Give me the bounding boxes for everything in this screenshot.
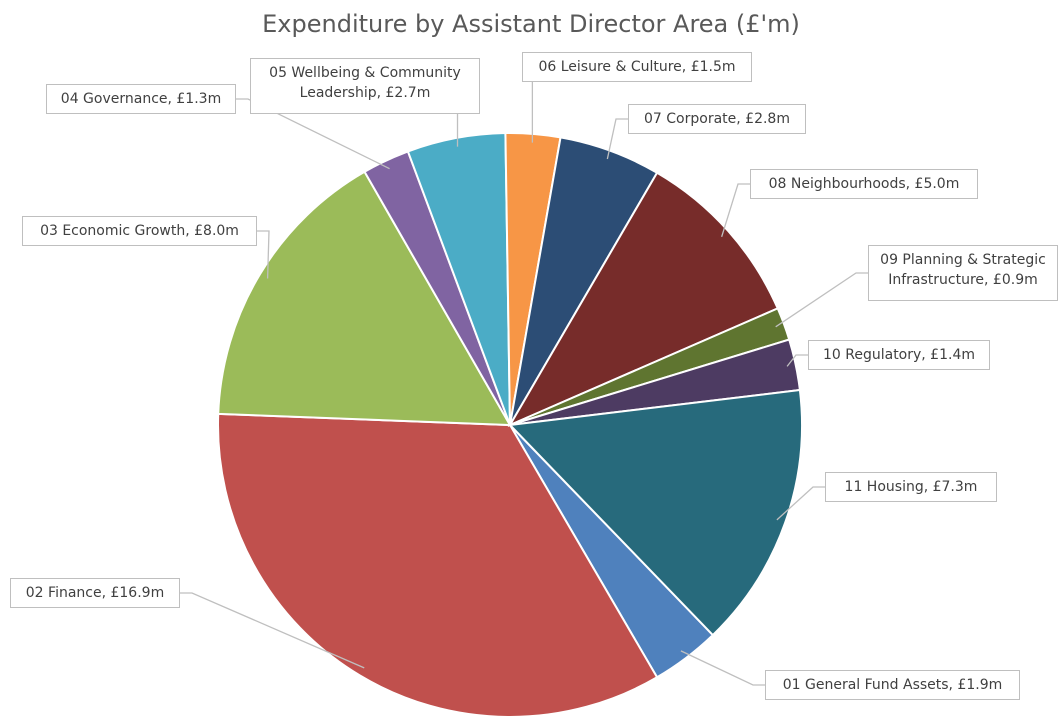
data-label: 10 Regulatory, £1.4m — [808, 340, 990, 370]
leader-line — [775, 272, 868, 328]
leader-lines — [180, 82, 868, 686]
leader-line — [236, 98, 390, 170]
pie-slice — [217, 412, 659, 717]
chart-title: Expenditure by Assistant Director Area (… — [262, 10, 800, 38]
leader-line — [180, 592, 365, 669]
data-label: 08 Neighbourhoods, £5.0m — [750, 169, 978, 199]
data-label: 02 Finance, £16.9m — [10, 578, 180, 608]
pie-slice — [507, 388, 803, 637]
leader-line — [680, 650, 765, 686]
data-label: 06 Leisure & Culture, £1.5m — [522, 52, 752, 82]
data-label: 05 Wellbeing & Community Leadership, £2.… — [250, 58, 480, 114]
data-label: 07 Corporate, £2.8m — [628, 104, 806, 134]
data-label: 03 Economic Growth, £8.0m — [22, 216, 257, 246]
data-label: 01 General Fund Assets, £1.9m — [765, 670, 1020, 700]
leader-line — [786, 354, 808, 367]
leader-line — [776, 486, 825, 521]
leader-line — [606, 118, 628, 160]
pie-slice — [507, 171, 780, 428]
leader-line — [257, 230, 270, 279]
leader-line — [721, 183, 750, 237]
data-label: 04 Governance, £1.3m — [46, 84, 236, 114]
data-label: 09 Planning & Strategic Infrastructure, … — [868, 245, 1058, 301]
pie-slice — [217, 170, 512, 427]
data-label: 11 Housing, £7.3m — [825, 472, 997, 502]
